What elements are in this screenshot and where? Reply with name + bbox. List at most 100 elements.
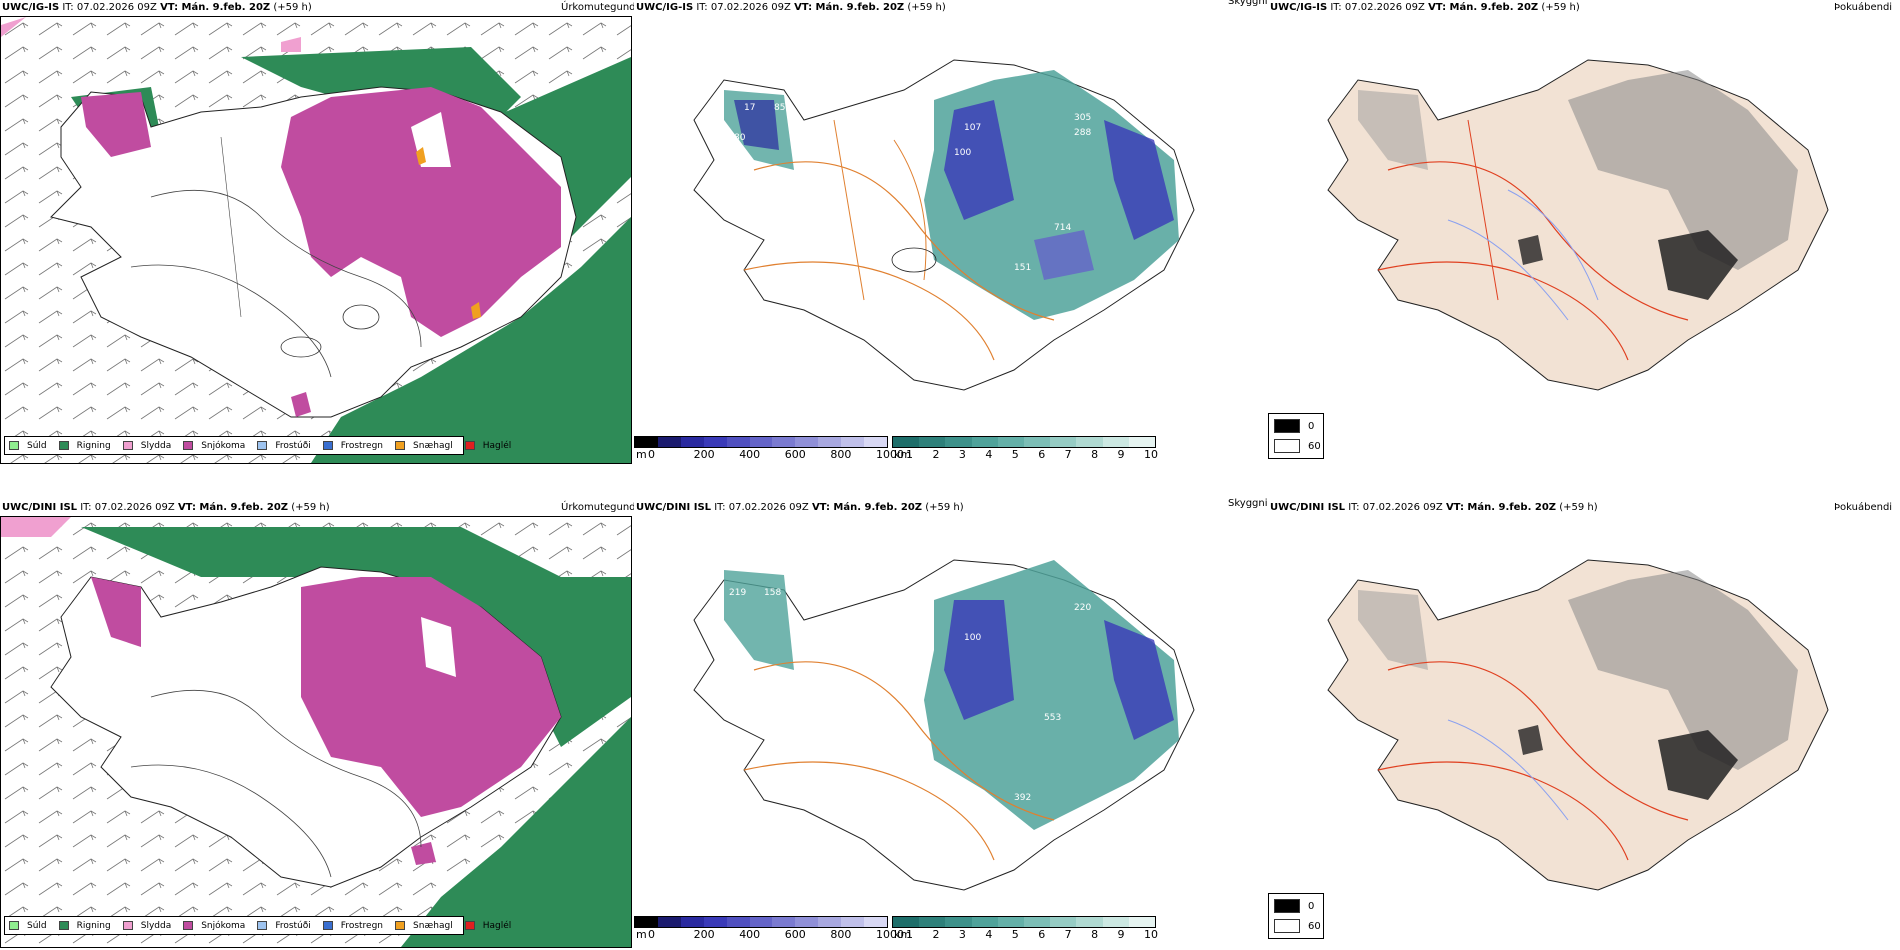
colorbar-segment [971, 437, 998, 447]
fog-legend-label: 60 [1308, 440, 1321, 452]
model-name: UWC/IG-IS [1270, 2, 1328, 13]
fog-panel-bottom: UWC/DINI ISL IT: 07.02.2026 09Z VT: Mán.… [1268, 480, 1900, 950]
colorbar-segment [997, 437, 1025, 447]
fog-legend-label: 0 [1308, 420, 1315, 432]
colorbar-segment [703, 437, 727, 447]
colorbar-segment [635, 437, 658, 447]
legend-swatch [322, 921, 333, 930]
colorbar-tick-label: 0 [648, 928, 655, 941]
model-name: UWC/DINI ISL [2, 502, 78, 513]
legend-item: Frostúði [257, 921, 311, 931]
ceiling-label: 219 [729, 588, 746, 598]
panel-header: UWC/IG-IS IT: 07.02.2026 09Z VT: Mán. 9.… [1270, 2, 1580, 13]
ceiling-label: 17 [744, 103, 755, 113]
panel-title: Skyggni [1228, 0, 1268, 7]
legend-swatch [395, 441, 406, 450]
legend-swatch [9, 921, 19, 930]
colorbar-segment [1024, 437, 1051, 447]
colorbar-segment [1076, 917, 1103, 927]
colorbar-segment [864, 437, 887, 447]
rain-area-se [311, 217, 631, 463]
colorbar-tick-label: 7 [1064, 448, 1072, 461]
panel-title: Úrkomutegund [561, 2, 634, 13]
ceiling-panel-top: UWC/IG-IS IT: 07.02.2026 09Z VT: Mán. 9.… [634, 0, 1268, 480]
colorbar-segment [680, 437, 704, 447]
legend-swatch [122, 441, 133, 450]
fog-legend-row: 0 [1274, 419, 1314, 433]
fog-swatch [1274, 899, 1300, 913]
precip-map [1, 17, 631, 463]
legend-label: Frostregn [340, 440, 384, 451]
legend-item: Snjókoma [183, 441, 245, 451]
fog-swatch [1274, 419, 1300, 433]
colorbar-tick-label: 9 [1117, 928, 1125, 941]
colorbar-tick-label: 0 [648, 448, 655, 461]
ceiling-unit-label: m [636, 928, 647, 941]
ceiling-colorbar [634, 916, 888, 928]
colorbar-segment [864, 917, 887, 927]
lead-time: (+59 h) [1559, 502, 1598, 513]
colorbar-segment [1076, 437, 1103, 447]
precip-type-panel-bottom: UWC/DINI ISL IT: 07.02.2026 09Z VT: Mán.… [0, 480, 634, 950]
legend-item: Súld [9, 441, 47, 451]
ceiling-label: 151 [1014, 263, 1031, 273]
colorbar-segment [1050, 917, 1077, 927]
colorbar-tick-label: 10 [1144, 928, 1158, 941]
init-time: IT: 07.02.2026 09Z [80, 502, 175, 513]
legend-label: Haglél [482, 920, 512, 931]
colorbar-tick-label: 400 [739, 448, 761, 461]
legend-item: Haglél [464, 920, 512, 931]
snow-area-east [281, 87, 561, 337]
colorbar-tick-label: 800 [830, 928, 852, 941]
colorbar-tick-label: 400 [739, 928, 761, 941]
colorbar-segment [841, 917, 865, 927]
valid-time: VT: Mán. 9.feb. 20Z [177, 502, 289, 513]
colorbar-segment [997, 917, 1025, 927]
lead-time: (+59 h) [907, 2, 946, 13]
panel-header: UWC/IG-IS IT: 07.02.2026 09Z VT: Mán. 9.… [636, 2, 946, 13]
valid-time: VT: Mán. 9.feb. 20Z [160, 2, 271, 13]
colorbar-segment [893, 917, 920, 927]
dense-fog-area [1658, 230, 1738, 300]
colorbar-segment [749, 437, 773, 447]
legend-label: Súld [27, 440, 47, 451]
colorbar-segment [1050, 437, 1077, 447]
legend-label: Rigning [76, 440, 111, 451]
lead-time: (+59 h) [1541, 2, 1580, 13]
legend-item: Slydda [122, 921, 171, 931]
precip-legend: Súld Rigning Slydda Snjókoma Frostúði Fr… [4, 436, 511, 455]
ceiling-label: 553 [1044, 713, 1061, 723]
colorbar-tick-label: 6 [1038, 928, 1046, 941]
legend-item: Rigning [58, 921, 111, 931]
precip-legend: Súld Rigning Slydda Snjókoma Frostúði Fr… [4, 916, 511, 935]
ceiling-label: 100 [964, 633, 981, 643]
colorbar-segment [1024, 917, 1051, 927]
colorbar-segment [657, 917, 681, 927]
valid-time: VT: Mán. 9.feb. 20Z [1445, 502, 1557, 513]
model-name: UWC/IG-IS [636, 2, 694, 13]
colorbar-segment [726, 437, 750, 447]
visibility-unit-label: km [894, 928, 912, 941]
fog-swatch [1274, 439, 1300, 453]
colorbar-segment [1128, 917, 1156, 927]
legend-swatch [257, 921, 268, 930]
init-time: IT: 07.02.2026 09Z [696, 2, 791, 13]
ceiling-label: 158 [764, 588, 781, 598]
legend-label: Frostregn [340, 920, 384, 931]
visibility-colorbar [892, 436, 1156, 448]
ceiling-label: 100 [954, 148, 971, 158]
panel-header: UWC/IG-IS IT: 07.02.2026 09Z VT: Mán. 9.… [2, 2, 312, 13]
fog-panel-top: UWC/IG-IS IT: 07.02.2026 09Z VT: Mán. 9.… [1268, 0, 1900, 480]
colorbar-tick-label: 600 [784, 928, 806, 941]
legend-swatch [464, 441, 475, 450]
colorbar-tick-label: 1000 [876, 448, 904, 461]
colorbar-tick-label: 1000 [876, 928, 904, 941]
ceiling-label: 392 [1014, 793, 1031, 803]
panel-header: UWC/DINI ISL IT: 07.02.2026 09Z VT: Mán.… [636, 502, 964, 513]
legend-item: Snæhagl [395, 441, 453, 451]
colorbar-segment [893, 437, 920, 447]
valid-time: VT: Mán. 9.feb. 20Z [794, 2, 905, 13]
colorbar-tick-label: 5 [1011, 448, 1019, 461]
model-name: UWC/IG-IS [2, 2, 60, 13]
colorbar-tick-label: 8 [1091, 448, 1099, 461]
